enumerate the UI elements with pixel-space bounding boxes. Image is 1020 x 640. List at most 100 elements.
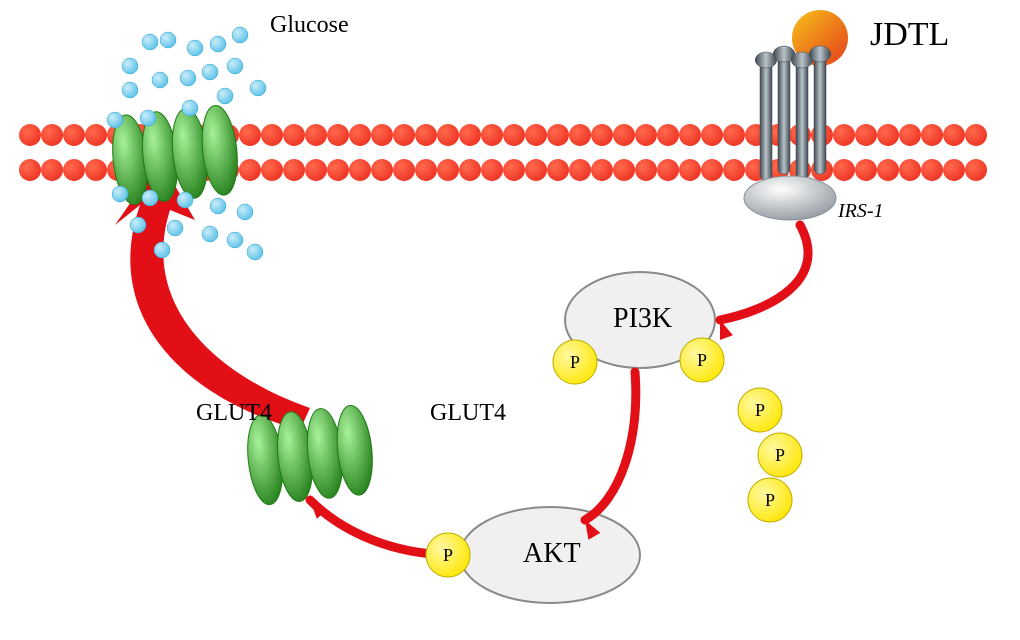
membrane-lipid (591, 124, 613, 146)
phospho-label: P (765, 490, 775, 510)
membrane-lipid (525, 124, 547, 146)
glucose-label: Glucose (270, 12, 349, 39)
diagram-layer: PPPPPP (19, 10, 987, 603)
phospho-label: P (775, 445, 785, 465)
membrane-lipid (41, 159, 63, 181)
membrane-lipid (657, 159, 679, 181)
membrane-lipid (613, 124, 635, 146)
membrane-lipid (261, 124, 283, 146)
membrane-lipid (437, 159, 459, 181)
membrane-lipid (415, 159, 437, 181)
membrane-lipid (481, 124, 503, 146)
membrane-lipid (371, 159, 393, 181)
pi3k-label: PI3K (613, 303, 672, 335)
membrane-lipid (393, 159, 415, 181)
glucose-dot (122, 58, 138, 74)
glucose-dot (140, 110, 156, 126)
membrane-lipid (635, 124, 657, 146)
glucose-dot (237, 204, 253, 220)
membrane-lipid (481, 159, 503, 181)
glucose-dot (187, 40, 203, 56)
glucose-dot (210, 198, 226, 214)
membrane-lipid (327, 159, 349, 181)
glucose-dot (227, 58, 243, 74)
membrane-lipid (701, 159, 723, 181)
membrane-lipid (635, 159, 657, 181)
membrane-lipid (371, 124, 393, 146)
membrane-lipid (19, 124, 41, 146)
jdtl-label: JDTL (870, 16, 949, 54)
membrane-lipid (415, 124, 437, 146)
diagram-canvas: PPPPPP (0, 0, 1020, 640)
membrane-lipid (459, 159, 481, 181)
phospho-label: P (697, 350, 707, 370)
glucose-dot (107, 112, 123, 128)
membrane-lipid (393, 124, 415, 146)
membrane-lipid (283, 124, 305, 146)
glucose-dot (202, 64, 218, 80)
membrane-lipid (41, 124, 63, 146)
membrane-lipid (503, 124, 525, 146)
membrane-lipid (547, 124, 569, 146)
membrane-lipid (305, 124, 327, 146)
membrane-lipid (239, 159, 261, 181)
glucose-dot (160, 32, 176, 48)
glucose-dot (152, 72, 168, 88)
phospho-label: P (443, 545, 453, 565)
membrane-lipid (943, 159, 965, 181)
akt-label: AKT (523, 538, 581, 570)
membrane-lipid (63, 159, 85, 181)
arrow-irs1-pi3k (720, 225, 808, 340)
membrane-lipid (613, 159, 635, 181)
receptor (755, 46, 831, 180)
membrane-lipid (327, 124, 349, 146)
membrane-lipid (349, 124, 371, 146)
membrane-lipid (525, 159, 547, 181)
membrane-lipid (569, 159, 591, 181)
membrane-lipid (261, 159, 283, 181)
membrane-lipid (569, 124, 591, 146)
glucose-dot (202, 226, 218, 242)
membrane-lipid (965, 159, 987, 181)
membrane-lipid (877, 124, 899, 146)
membrane-lipid (305, 159, 327, 181)
glut4-right-label: GLUT4 (430, 400, 506, 427)
membrane-lipid (701, 124, 723, 146)
glucose-dot (122, 82, 138, 98)
membrane-lipid (921, 124, 943, 146)
membrane-lipid (349, 159, 371, 181)
membrane-lipid (547, 159, 569, 181)
glucose-dot (142, 190, 158, 206)
irs1-node (744, 176, 836, 220)
membrane-lipid (723, 159, 745, 181)
membrane-lipid (459, 124, 481, 146)
membrane-lipid (943, 124, 965, 146)
membrane-lipid (899, 159, 921, 181)
membrane-lipid (877, 159, 899, 181)
glucose-dot (180, 70, 196, 86)
membrane-lipid (833, 159, 855, 181)
membrane-lipid (591, 159, 613, 181)
phospho-label: P (570, 352, 580, 372)
membrane-lipid (239, 124, 261, 146)
membrane-lipid (85, 159, 107, 181)
membrane-lipid (437, 124, 459, 146)
glucose-dot (227, 232, 243, 248)
membrane-lipid (19, 159, 41, 181)
membrane-lipid (283, 159, 305, 181)
glucose-dot (112, 186, 128, 202)
membrane-lipid (679, 159, 701, 181)
glucose-dot (210, 36, 226, 52)
glucose-dot (154, 242, 170, 258)
glucose-dot (130, 217, 146, 233)
membrane-lipid (965, 124, 987, 146)
membrane-lipid (657, 124, 679, 146)
glucose-dot (177, 192, 193, 208)
glucose-dot (142, 34, 158, 50)
glucose-dot (182, 100, 198, 116)
glucose-dot (250, 80, 266, 96)
membrane-lipid (833, 124, 855, 146)
membrane-lipid (63, 124, 85, 146)
membrane-lipid (855, 159, 877, 181)
irs1-label: IRS-1 (838, 200, 884, 223)
